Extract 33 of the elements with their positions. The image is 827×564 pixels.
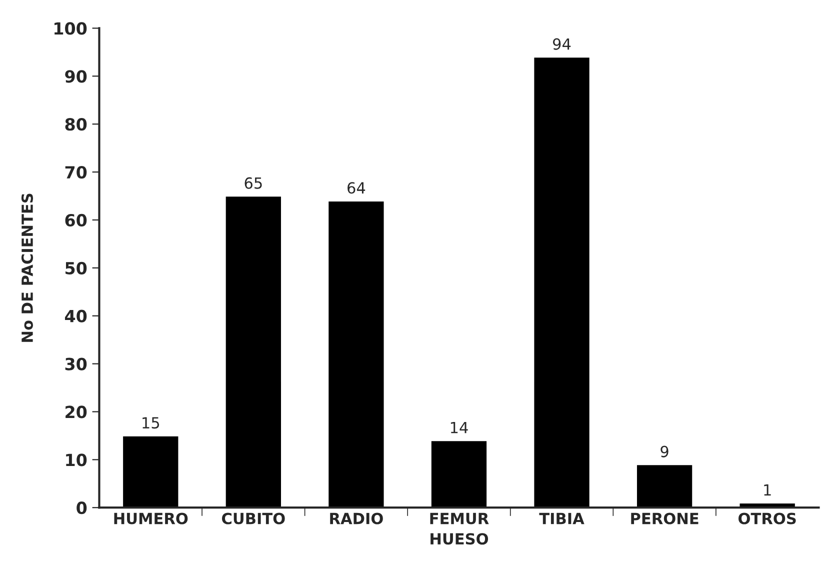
x-tick-label: HUMERO (114, 512, 188, 524)
y-tick-label: 50 (66, 262, 87, 274)
data-label: 9 (660, 446, 668, 458)
data-label: 15 (142, 417, 160, 429)
y-tick-label: 10 (66, 454, 87, 466)
bar (122, 434, 180, 508)
x-tick-label: RADIO (330, 512, 383, 524)
data-label: 65 (244, 177, 262, 189)
data-label: 94 (553, 38, 571, 50)
y-tick-label: 0 (76, 502, 87, 514)
bar (636, 464, 694, 508)
y-tick-label: 20 (66, 406, 87, 418)
y-tick-label: 60 (65, 214, 87, 227)
x-tick-label: OTROS (738, 512, 796, 524)
y-tick-label: 100 (54, 22, 87, 35)
bar (327, 200, 386, 508)
data-label: 14 (450, 422, 468, 434)
y-tick-label: 30 (65, 358, 87, 370)
data-label: 1 (764, 484, 771, 496)
x-tick-label: FEMUR (430, 512, 489, 524)
x-tick-label: CUBITO (222, 512, 285, 524)
bar (224, 195, 282, 508)
bar (430, 440, 488, 508)
y-axis-title: No DE PACIENTES (21, 194, 34, 342)
y-tick-label: 40 (64, 310, 87, 322)
bar (532, 56, 591, 508)
x-tick-label: TIBIA (539, 512, 584, 524)
x-axis-title: HUESO (430, 533, 488, 545)
x-tick-label: PERONE (631, 512, 698, 524)
y-tick-label: 80 (65, 118, 87, 131)
y-tick-label: 70 (65, 166, 87, 179)
y-tick-label: 90 (65, 70, 87, 83)
data-label: 64 (348, 182, 366, 194)
